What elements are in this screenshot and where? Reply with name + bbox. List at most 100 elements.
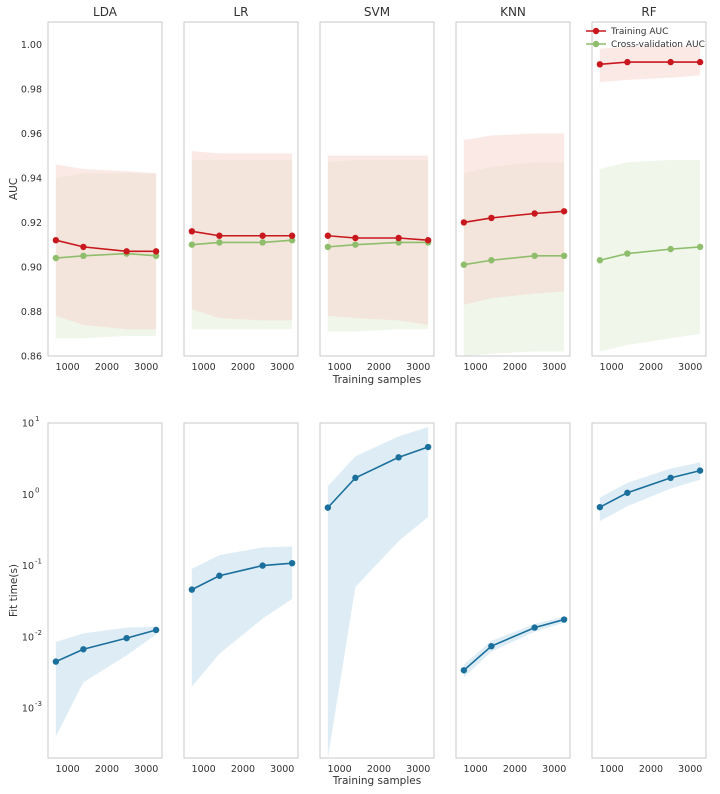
fit-time-band — [327, 426, 429, 758]
panel-frame — [183, 21, 299, 357]
cv-auc-point — [152, 252, 160, 259]
fit-time-panel-rf: 1000 2000 3000 — [591, 422, 707, 775]
legend-training-marker — [592, 27, 600, 35]
fit-time-panel-knn: 1000 2000 3000 — [455, 422, 571, 775]
fit-time-point — [667, 474, 674, 482]
fit-time-point — [352, 474, 359, 482]
cv-auc-point — [259, 239, 266, 246]
y-tick-label: 0.88 — [21, 307, 42, 318]
x-tick-label: 2000 — [639, 362, 663, 373]
training-auc-point — [696, 58, 704, 66]
training-auc-line — [463, 210, 565, 224]
y-tick-label: 0.94 — [21, 173, 42, 184]
x-tick-label: 1000 — [600, 362, 624, 373]
training-auc-line — [327, 234, 429, 242]
cv-auc-point — [352, 241, 359, 248]
panel-frame — [591, 21, 707, 357]
fit-time-point — [560, 616, 568, 623]
fit-time-band — [191, 546, 293, 687]
cv-auc-point — [288, 237, 296, 244]
auc-panel-rf: RF 1000 2000 3000 — [591, 5, 707, 373]
cv-auc-point — [596, 257, 604, 264]
x-tick-label: 2000 — [95, 362, 119, 373]
training-auc-line — [55, 239, 157, 253]
cv-auc-point — [216, 239, 223, 246]
y-tick-base: 10 — [22, 419, 34, 430]
legend-training-label: Training AUC — [610, 27, 668, 37]
training-auc-point — [216, 232, 223, 239]
fit-time-line — [599, 469, 701, 508]
y-tick-label: 0.86 — [21, 352, 42, 363]
fit-time-panel-lda: 1000 2000 3000 — [47, 422, 163, 775]
y-tick-label: 0.98 — [21, 84, 42, 95]
fit-time-point — [152, 626, 160, 634]
panel-frame — [183, 422, 299, 759]
x-axis-label: Training samples — [332, 775, 421, 787]
x-tick-label: 3000 — [542, 362, 566, 373]
fit-time-line — [191, 562, 293, 591]
panel-title: RF — [641, 5, 656, 19]
training-auc-point — [123, 248, 130, 255]
x-tick-label: 2000 — [639, 764, 663, 775]
y-tick-label: 10 — [22, 704, 34, 715]
y-tick-label: 10 — [22, 419, 34, 430]
y-axis-label: Fit time(s) — [8, 564, 20, 617]
cv-auc-line — [599, 246, 701, 262]
x-tick-label: 3000 — [678, 362, 702, 373]
cv-auc-line — [191, 239, 293, 246]
training-auc-point — [288, 232, 296, 239]
fit-time-line — [55, 629, 157, 663]
cv-auc-line — [463, 255, 565, 266]
training-auc-point — [667, 58, 674, 66]
fit-time-point — [531, 624, 538, 631]
y-tick-label: 0.96 — [21, 129, 42, 140]
y-tick-label: 10 — [22, 561, 34, 572]
x-tick-label: 1000 — [328, 764, 352, 775]
panel-frame — [455, 21, 571, 357]
x-tick-label: 1000 — [600, 764, 624, 775]
training-auc-band — [55, 164, 157, 330]
fit-time-point — [259, 562, 266, 569]
training-auc-point — [324, 232, 332, 239]
x-tick-label: 3000 — [134, 764, 158, 775]
fit-time-point — [188, 586, 196, 593]
training-auc-band — [463, 133, 565, 305]
y-tick-label: 10 — [22, 632, 34, 643]
training-auc-line — [191, 230, 293, 237]
cv-auc-point — [560, 252, 568, 259]
fit-time-line — [327, 446, 429, 509]
x-tick-label: 3000 — [270, 764, 294, 775]
cv-auc-point — [460, 261, 468, 268]
panel-frame — [319, 21, 435, 357]
training-auc-point — [596, 61, 604, 68]
panel-frame — [47, 21, 163, 357]
x-tick-label: 2000 — [503, 764, 527, 775]
fit-time-panel-svm: 1000 2000 3000 — [319, 422, 435, 775]
cv-auc-point — [696, 243, 704, 251]
fit-time-point — [424, 443, 432, 451]
x-tick-label: 1000 — [328, 362, 352, 373]
panel-title: KNN — [500, 5, 526, 19]
fit-time-point — [288, 560, 296, 567]
fit-time-point — [52, 658, 60, 665]
y-tick-exponent: -3 — [35, 700, 42, 708]
panel-title: LR — [233, 5, 248, 19]
y-tick-exponent: -1 — [35, 558, 42, 566]
cv-auc-point — [80, 252, 87, 259]
y-tick-exponent: -2 — [35, 629, 42, 637]
fit-time-point — [123, 634, 130, 642]
y-tick-base: 10 — [22, 561, 34, 572]
fit-time-point — [696, 467, 704, 474]
y-tick-label: 0.90 — [21, 262, 42, 273]
x-tick-label: 3000 — [406, 764, 430, 775]
x-tick-label: 3000 — [270, 362, 294, 373]
auc-panel-knn: KNN 1000 2000 3000 — [455, 5, 571, 373]
training-auc-point — [624, 58, 631, 66]
auc-panel-lda: LDA 1000 2000 3000 — [47, 5, 163, 373]
x-tick-label: 1000 — [56, 362, 80, 373]
cv-auc-band — [599, 160, 701, 352]
cv-auc-point — [52, 254, 60, 262]
training-auc-point — [488, 214, 495, 222]
cv-auc-point — [667, 245, 674, 253]
training-auc-band — [599, 46, 701, 83]
